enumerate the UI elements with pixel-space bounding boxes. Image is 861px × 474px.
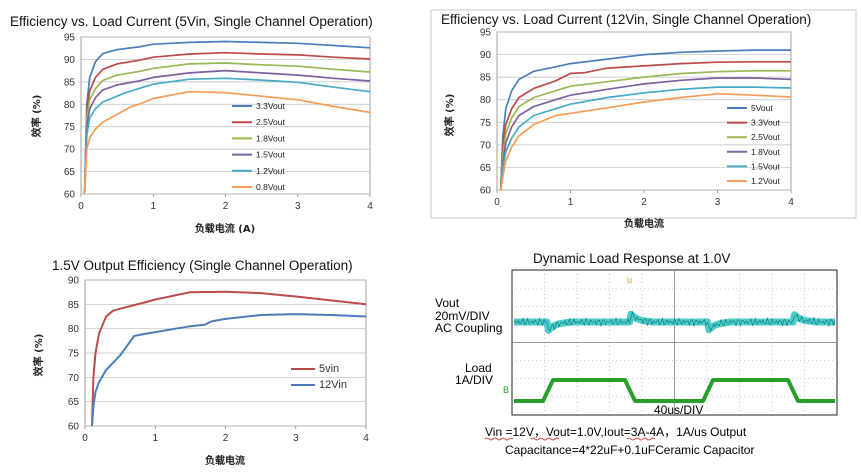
spellcheck-underline-3 [626, 437, 656, 441]
series-line-5vin [91, 290, 367, 427]
chart2-frame [430, 9, 857, 219]
legend-entry: 1.5Vout [256, 150, 285, 160]
vout-scale-label: 20mV/DIV [435, 309, 490, 323]
y-tick-label: 70 [68, 373, 80, 384]
chart1-title: Efficiency vs. Load Current (5Vin, Singl… [10, 14, 373, 29]
test-conditions-line-2: Capacitance=4*22uF+0.1uFCeramic Capacito… [505, 443, 754, 457]
legend-entry: 1.2Vout [256, 166, 285, 176]
y-tick-label: 95 [480, 28, 492, 39]
spellcheck-underline-1 [484, 437, 514, 441]
legend-entry: 3.3Vout [256, 101, 285, 111]
legend-entry: 1.8Vout [751, 147, 780, 157]
y-tick-label: 75 [480, 118, 492, 129]
spellcheck-underline-2 [530, 437, 560, 441]
chart-12vin-efficiency: Efficiency vs. Load Current (12Vin, Sing… [430, 9, 857, 230]
scope-panel: Dynamic Load Response at 1.0V u B Vout 2… [435, 251, 838, 457]
vout-noise-trace [513, 310, 836, 332]
y-tick-label: 60 [68, 422, 80, 433]
legend-entry: 12Vin [319, 379, 347, 391]
chart3-xlabel: 负载电流 [205, 454, 245, 467]
chart2-ylabel: 效率 (%) [443, 94, 456, 137]
x-tick-label: 0 [82, 433, 88, 444]
x-tick-label: 4 [788, 197, 794, 208]
y-tick-label: 90 [68, 276, 80, 287]
load-label: Load [465, 361, 492, 375]
time-div-label: 40us/DIV [654, 403, 703, 417]
vout-coupling-label: AC Coupling [435, 321, 502, 335]
legend-entry: 1.5Vout [751, 161, 780, 171]
series-line-5vout [499, 49, 791, 191]
y-tick-label: 65 [64, 167, 76, 178]
y-tick-label: 85 [480, 73, 492, 84]
legend-entry: 1.8Vout [256, 133, 285, 143]
x-tick-label: 4 [367, 201, 373, 212]
legend-entry: 3.3Vout [751, 118, 780, 128]
test-conditions-line-1: Vin =12V，Vout=1.0V,Iout=3A-4A，1A/us Outp… [485, 425, 747, 439]
x-tick-label: 2 [223, 433, 229, 444]
x-tick-label: 3 [295, 201, 301, 212]
y-tick-label: 90 [64, 55, 76, 66]
y-tick-label: 60 [64, 190, 76, 201]
x-tick-label: 0 [494, 197, 500, 208]
series-line-1.5vout [83, 69, 371, 195]
chart3-title: 1.5V Output Efficiency (Single Channel O… [52, 258, 353, 273]
series-line-2.5vout [499, 69, 791, 191]
y-tick-label: 85 [68, 300, 80, 311]
ch2-marker: B [503, 385, 509, 395]
chart-1v5-output-efficiency: 1.5V Output Efficiency (Single Channel O… [32, 258, 369, 467]
chart1-plot-area [80, 36, 371, 195]
series-line-12vin [91, 313, 367, 427]
scope-graticule [512, 270, 837, 415]
chart1-ylabel: 效率 (%) [30, 95, 43, 138]
y-tick-label: 90 [480, 50, 492, 61]
legend-entry: 5vin [319, 363, 339, 375]
y-tick-label: 75 [64, 122, 76, 133]
x-tick-label: 3 [715, 197, 721, 208]
series-line-3.3vout [499, 60, 791, 191]
series-line-1.8vout [83, 62, 371, 195]
y-tick-label: 65 [480, 163, 492, 174]
series-line-0.8vout [83, 90, 371, 195]
y-tick-label: 95 [64, 33, 76, 44]
x-tick-label: 1 [152, 433, 158, 444]
chart2-title: Efficiency vs. Load Current (12Vin, Sing… [441, 12, 811, 27]
scope-title: Dynamic Load Response at 1.0V [533, 251, 730, 266]
legend-entry: 0.8Vout [256, 182, 285, 192]
y-tick-label: 85 [64, 77, 76, 88]
y-tick-label: 80 [480, 95, 492, 106]
load-scale-label: 1A/DIV [455, 373, 493, 387]
chart1-xlabel: 负载电流 (A) [195, 222, 255, 235]
trigger-marker: u [627, 275, 632, 285]
y-tick-label: 70 [64, 145, 76, 156]
chart3-ylabel: 效率 (%) [32, 334, 45, 377]
x-tick-label: 0 [78, 201, 84, 212]
legend-entry: 2.5Vout [751, 132, 780, 142]
x-tick-label: 3 [293, 433, 299, 444]
chart2-xlabel: 负载电流 [624, 217, 664, 230]
legend-entry: 5Vout [751, 103, 773, 113]
y-tick-label: 80 [68, 324, 80, 335]
y-tick-label: 80 [64, 100, 76, 111]
series-line-2.5vout [83, 51, 371, 195]
x-tick-label: 2 [223, 201, 229, 212]
x-tick-label: 2 [641, 197, 647, 208]
legend-entry: 1.2Vout [751, 176, 780, 186]
legend-entry: 2.5Vout [256, 117, 285, 127]
y-tick-label: 60 [480, 186, 492, 197]
y-tick-label: 65 [68, 397, 80, 408]
x-tick-label: 1 [568, 197, 574, 208]
x-tick-label: 1 [150, 201, 156, 212]
load-current-trace [514, 378, 835, 403]
series-line-1.2vout [83, 77, 371, 195]
series-line-1.5vout [499, 86, 792, 191]
series-line-1.8vout [499, 77, 792, 191]
y-tick-label: 70 [480, 140, 492, 151]
series-line-1.2vout [499, 92, 792, 191]
series-line-3.3vout [83, 40, 371, 195]
vout-label: Vout [435, 296, 460, 310]
chart-5vin-efficiency: Efficiency vs. Load Current (5Vin, Singl… [10, 14, 373, 235]
x-tick-label: 4 [363, 433, 369, 444]
y-tick-label: 75 [68, 349, 80, 360]
